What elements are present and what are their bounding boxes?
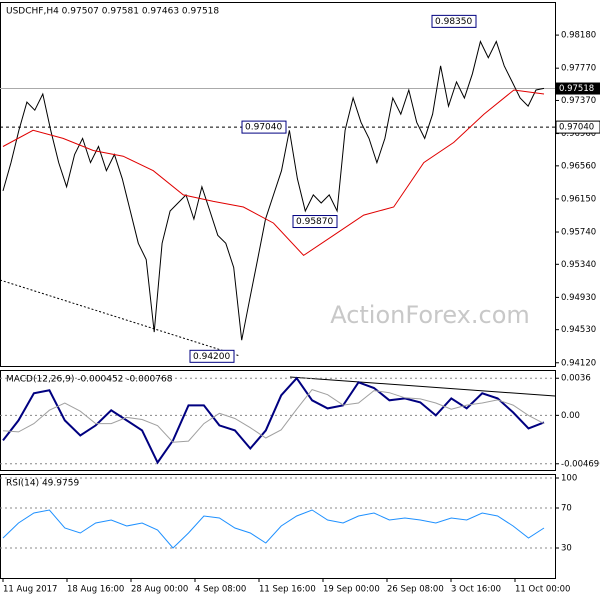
level-box <box>555 120 600 134</box>
panel-title: RSI(14) 49.9759 <box>6 479 79 489</box>
series-line <box>2 40 545 341</box>
price-label-box <box>241 120 287 134</box>
y-tick-label: 0.94530 <box>561 325 596 335</box>
level-label: 0.97040 <box>559 123 594 133</box>
macd-trend-line <box>289 376 556 397</box>
y-tick-label: 0.96960 <box>561 129 596 139</box>
series-line <box>2 509 545 549</box>
series-line <box>2 89 545 257</box>
price-label: 0.94200 <box>193 352 230 362</box>
y-tick-label: 30 <box>561 544 572 554</box>
series-line <box>2 376 545 465</box>
price-label-box <box>189 349 235 363</box>
series-line <box>2 389 545 443</box>
x-tick-label: 28 Aug 00:00 <box>131 585 188 595</box>
price-label-box <box>431 14 477 28</box>
y-tick-label: 0.94930 <box>561 293 596 303</box>
panel-frame <box>0 474 556 579</box>
current-label: 0.97518 <box>559 84 594 94</box>
y-tick-label: 0.96150 <box>561 194 596 204</box>
x-tick-label: 26 Sep 08:00 <box>387 585 444 595</box>
current-box <box>556 82 600 95</box>
y-tick-label: 0.95740 <box>561 228 596 238</box>
price-label: 0.97040 <box>245 123 282 133</box>
watermark: ActionForex.com <box>330 301 530 329</box>
y-tick-label: -0.004696 <box>561 459 600 469</box>
trend-line <box>0 279 241 357</box>
y-tick-label: 0.95340 <box>561 260 596 270</box>
price-label-box <box>292 215 338 229</box>
y-tick-label: 0.96560 <box>561 161 596 171</box>
y-tick-label: 0.97370 <box>561 96 596 106</box>
x-tick-label: 4 Sep 08:00 <box>195 585 246 595</box>
y-tick-label: 100 <box>561 474 577 484</box>
x-tick-label: 11 Oct 00:00 <box>515 585 570 595</box>
x-tick-label: 11 Sep 16:00 <box>259 585 316 595</box>
panel-title: USDCHF,H4 0.97507 0.97581 0.97463 0.9751… <box>6 7 219 17</box>
y-tick-label: 0.0036 <box>561 374 591 384</box>
y-tick-label: 0.98180 <box>561 31 596 41</box>
price-label: 0.98350 <box>435 17 472 27</box>
panel-frame <box>0 2 556 367</box>
y-tick-label: 0.94120 <box>561 358 596 368</box>
y-tick-label: 0.97770 <box>561 64 596 74</box>
x-tick-label: 3 Oct 16:00 <box>451 585 501 595</box>
x-tick-label: 11 Aug 2017 <box>3 585 57 595</box>
x-tick-label: 19 Sep 00:00 <box>323 585 380 595</box>
x-tick-label: 18 Aug 16:00 <box>67 585 124 595</box>
price-label: 0.95870 <box>296 217 333 227</box>
y-tick-label: 0.00 <box>561 411 580 421</box>
panel-title: MACD(12,26,9) -0.000452 -0.000768 <box>6 375 173 385</box>
y-tick-label: 70 <box>561 504 572 514</box>
panel-frame <box>0 370 556 471</box>
